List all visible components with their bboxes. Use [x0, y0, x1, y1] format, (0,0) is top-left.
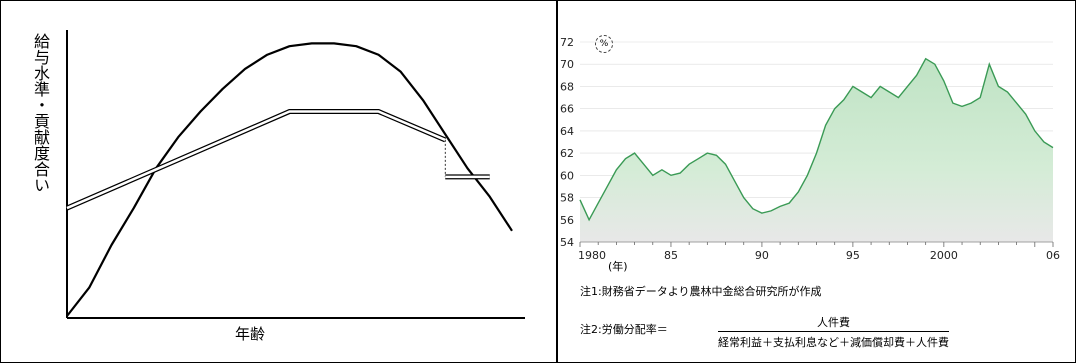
x-tick-label-85: 85 — [664, 249, 678, 262]
labor-share-chart: 54 56 58 60 62 64 66 68 70 72 1980 85 90 95 2000 06 % … — [558, 0, 1076, 363]
y-tick-label-72: 72 — [560, 36, 574, 49]
series-area — [580, 58, 1053, 243]
y-tick-label-60: 60 — [560, 169, 574, 182]
note-2-prefix: 注2:労働分配率＝ — [580, 323, 668, 336]
unit-label: % — [595, 35, 613, 53]
wage-contribution-chart: 給与水準・貢献度合い 年齢 — [31, 30, 525, 343]
contribution-curve — [66, 42, 513, 317]
x-tick-label-90: 90 — [755, 249, 769, 262]
y-tick-label-66: 66 — [560, 103, 574, 116]
y-tick-label-54: 54 — [560, 236, 574, 249]
panel-divider — [556, 0, 558, 363]
x-tick-label-06: 06 — [1046, 249, 1060, 262]
y-tick-label-62: 62 — [560, 147, 574, 160]
wage-line-inner — [66, 110, 446, 210]
formula-denominator: 経常利益＋支払利息など＋減価償却費＋人件費 — [718, 336, 949, 349]
x-axis-unit-label: (年) — [608, 260, 628, 273]
y-tick-label-64: 64 — [560, 125, 574, 138]
y-tick-label-68: 68 — [560, 80, 574, 93]
labor-share-formula: 人件費 経常利益＋支払利息など＋減価償却費＋人件費 — [718, 314, 949, 350]
note-1: 注1:財務省データより農林中金総合研究所が作成 — [580, 285, 822, 298]
wage-contribution-plot — [66, 30, 525, 319]
y-axis-label: 給与水準・貢献度合い — [31, 33, 50, 193]
formula-numerator: 人件費 — [718, 314, 949, 332]
y-tick-label-56: 56 — [560, 214, 574, 227]
x-tick-label-1980: 1980 — [578, 249, 606, 262]
x-tick-label-2000: 2000 — [930, 249, 958, 262]
labor-share-plot: 54 56 58 60 62 64 66 68 70 72 1980 85 90 95 2000 06 — [560, 36, 1060, 262]
series-line — [579, 57, 1054, 222]
x-tick-label-95: 95 — [846, 249, 860, 262]
x-axis-label: 年齢 — [235, 325, 266, 343]
y-tick-label-58: 58 — [560, 192, 574, 205]
y-tick-label-70: 70 — [560, 58, 574, 71]
